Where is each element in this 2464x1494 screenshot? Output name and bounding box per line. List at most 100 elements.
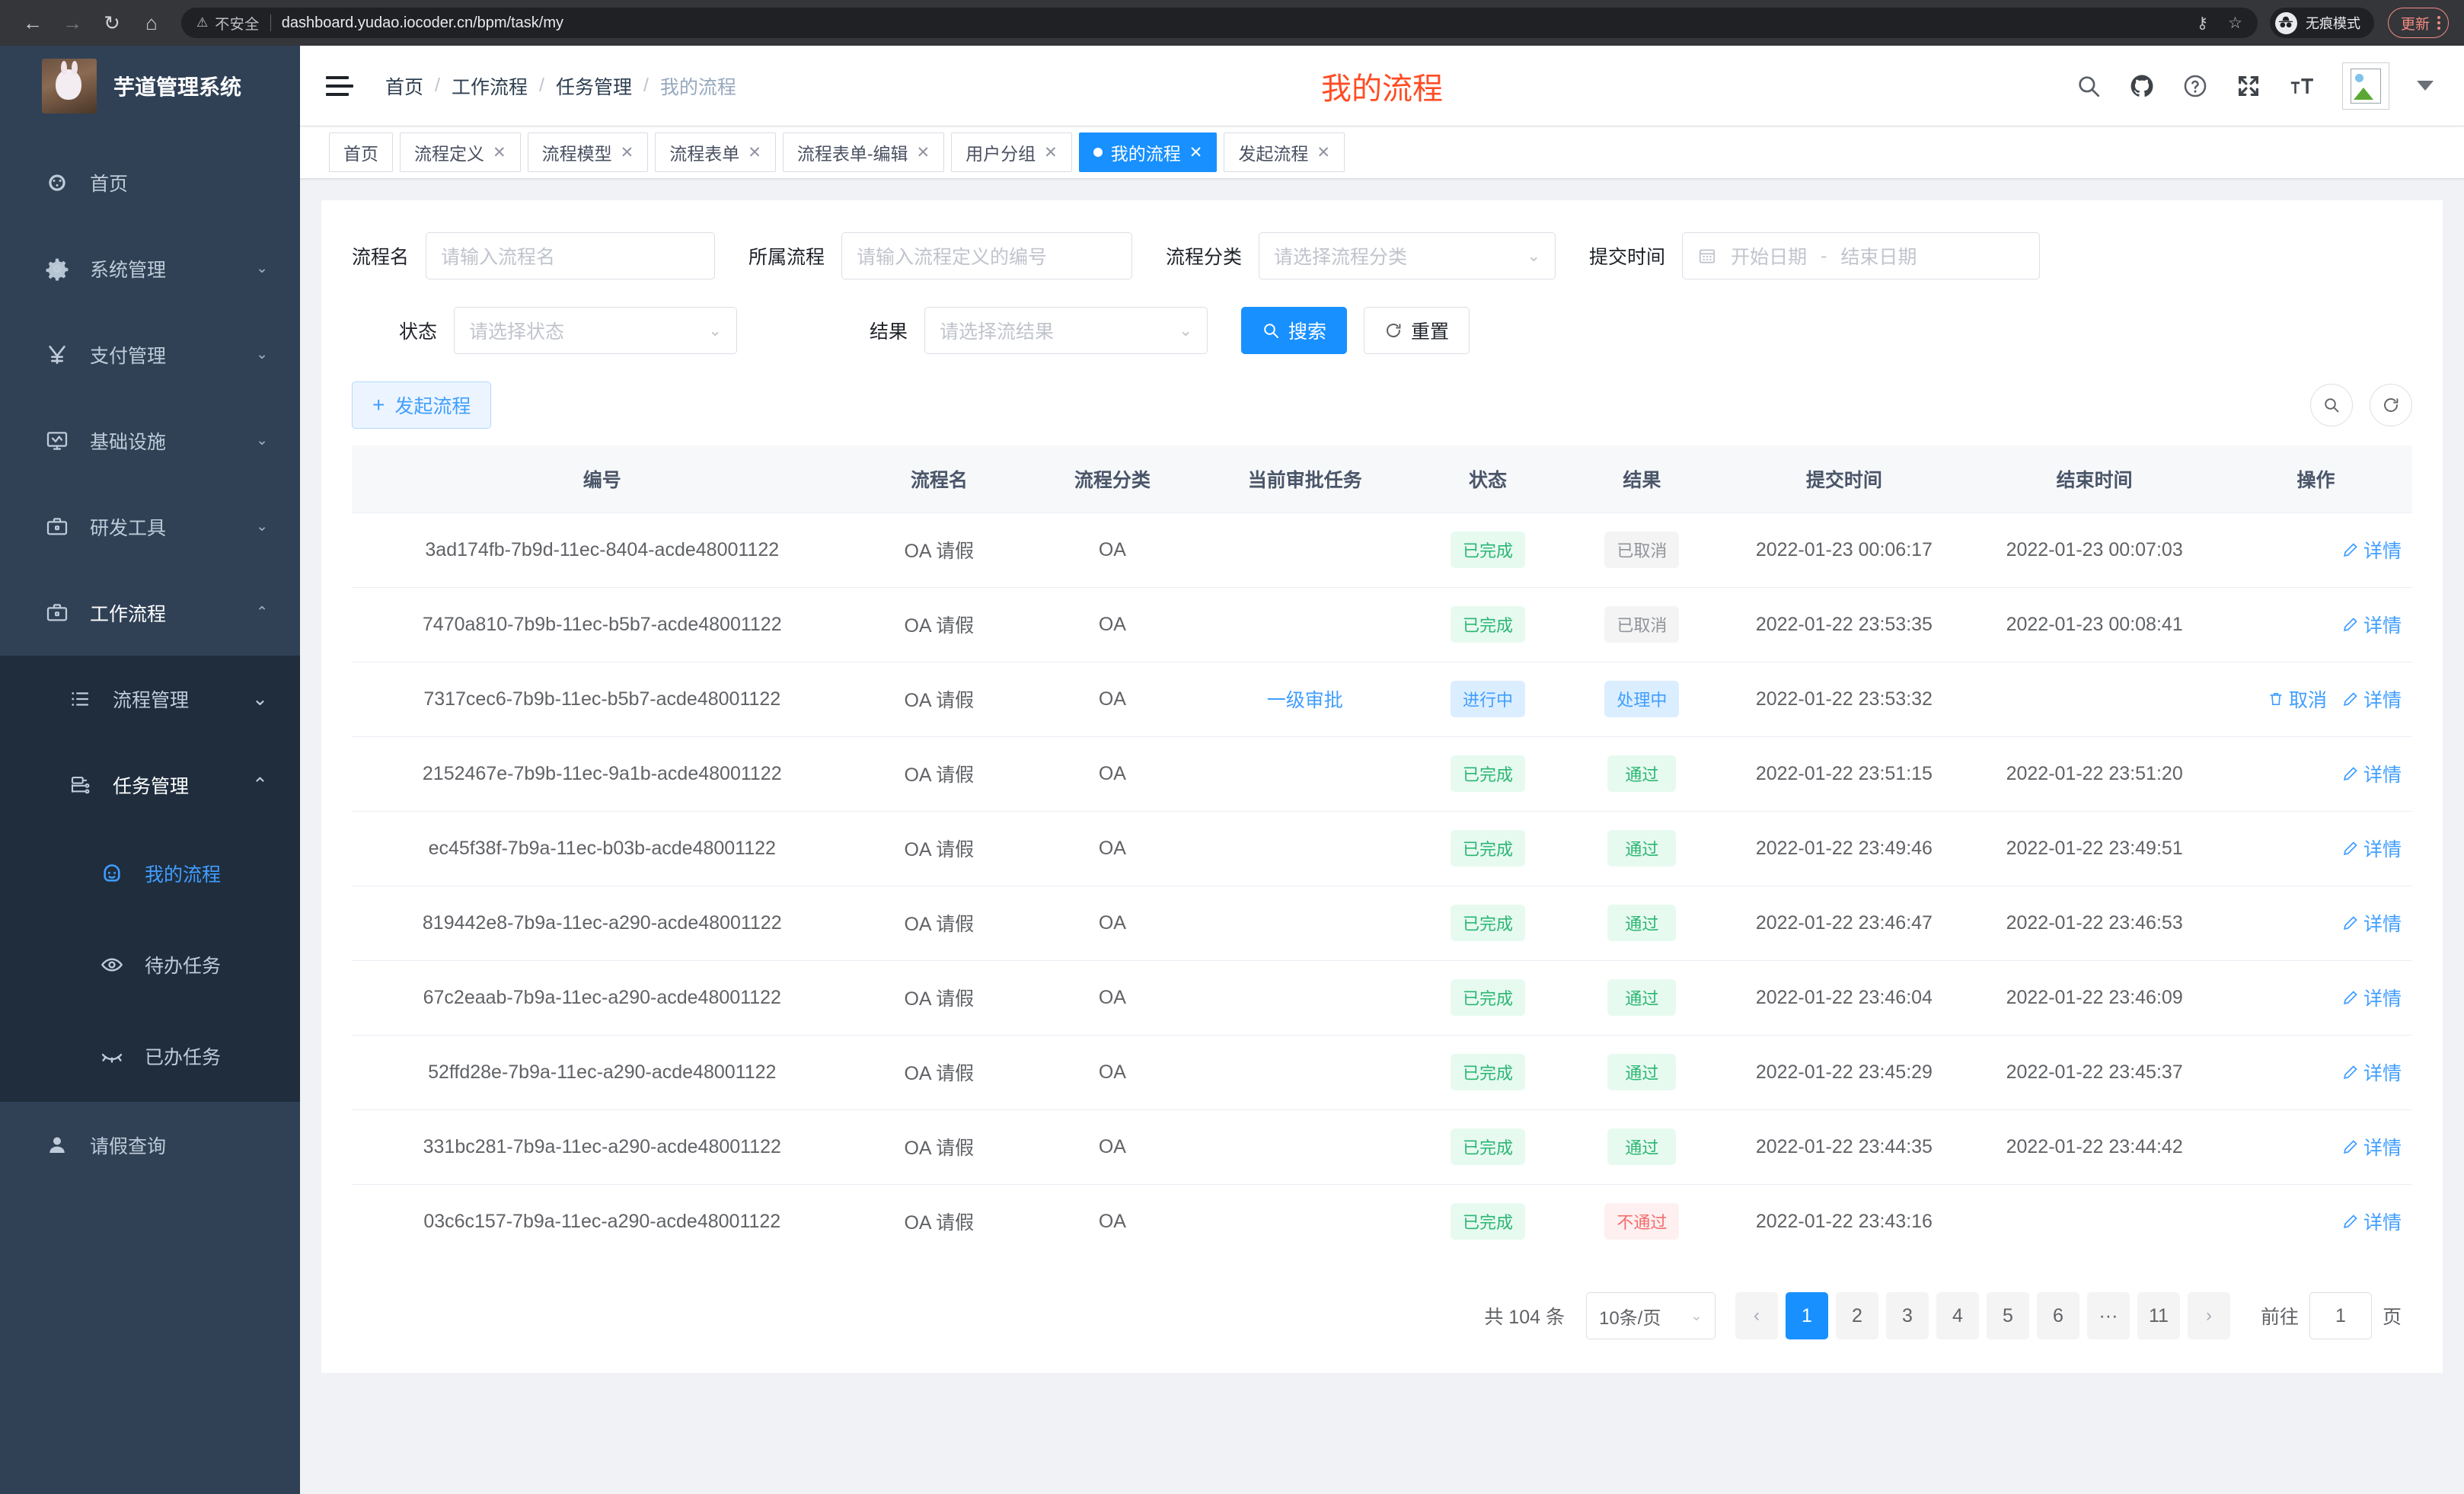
tab-user-group[interactable]: 用户分组 ✕ [951, 132, 1072, 172]
tab-process-definition[interactable]: 流程定义 ✕ [400, 132, 521, 172]
row-op-detail[interactable]: 详情 [2342, 835, 2402, 862]
toolbar-search-button[interactable] [2310, 384, 2353, 426]
tab-process-form-edit[interactable]: 流程表单-编辑 ✕ [782, 132, 945, 172]
chevron-down-icon[interactable]: ⌄ [252, 688, 268, 710]
close-icon[interactable]: ✕ [916, 143, 930, 161]
chevron-down-icon[interactable]: ⌄ [256, 346, 268, 362]
address-bar[interactable]: ⚠ 不安全 dashboard.yudao.iocoder.cn/bpm/tas… [181, 8, 2258, 38]
breadcrumb-item-workflow[interactable]: 工作流程 [451, 76, 528, 98]
row-op-detail[interactable]: 详情 [2342, 685, 2402, 713]
cell-status: 已完成 [1410, 886, 1566, 961]
toolbar-refresh-button[interactable] [2370, 384, 2412, 426]
tab-home[interactable]: 首页 [329, 132, 393, 172]
row-op-detail[interactable]: 详情 [2342, 1208, 2402, 1235]
search-button[interactable]: 搜索 [1241, 307, 1348, 354]
incognito-indicator[interactable]: 无痕模式 [2269, 8, 2374, 38]
sidebar-item-task-management[interactable]: 任务管理 ⌃ [0, 742, 300, 828]
cell-submit-time: 2022-01-22 23:44:35 [1719, 1109, 1970, 1185]
back-icon[interactable]: ← [23, 11, 43, 34]
refresh-icon [1387, 324, 1401, 337]
goto-input[interactable]: 1 [2309, 1292, 2372, 1339]
kebab-menu-icon[interactable] [2437, 16, 2440, 30]
cell-id: 331bc281-7b9a-11ec-a290-acde48001122 [352, 1109, 853, 1185]
process-name-input[interactable]: 请输入流程名 [426, 232, 716, 279]
status-select[interactable]: 请选择状态 ⌄ [454, 307, 737, 354]
process-category-select[interactable]: 请选择流程分类 ⌄ [1259, 232, 1556, 279]
chevron-down-icon[interactable]: ⌄ [256, 260, 268, 276]
key-icon[interactable]: ⚷ [2196, 14, 2209, 32]
search-icon[interactable] [2076, 73, 2102, 99]
sidebar-item-devtools[interactable]: 研发工具 ⌄ [0, 484, 300, 570]
sidebar-item-process-management[interactable]: 流程管理 ⌄ [0, 656, 300, 742]
tab-process-model[interactable]: 流程模型 ✕ [527, 132, 649, 172]
close-icon[interactable]: ✕ [1189, 143, 1203, 161]
close-icon[interactable]: ✕ [1044, 143, 1058, 161]
row-op-detail[interactable]: 详情 [2342, 536, 2402, 563]
reset-button[interactable]: 重置 [1364, 307, 1470, 354]
top-navbar: 首页 / 工作流程 / 任务管理 / 我的流程 我的流程 [300, 46, 2464, 126]
github-icon[interactable] [2129, 73, 2155, 99]
star-icon[interactable]: ☆ [2228, 14, 2242, 32]
pagination-page-11[interactable]: 11 [2137, 1292, 2180, 1339]
sidebar-item-infrastructure[interactable]: 基础设施 ⌄ [0, 397, 300, 484]
cell-result: 通过 [1565, 811, 1719, 886]
row-op-detail[interactable]: 详情 [2342, 984, 2402, 1011]
avatar[interactable] [2342, 62, 2389, 110]
current-task-link[interactable]: 一级审批 [1266, 690, 1343, 711]
row-op-detail[interactable]: 详情 [2342, 611, 2402, 638]
fullscreen-icon[interactable] [2236, 73, 2261, 99]
row-op-cancel[interactable]: 取消 [2268, 685, 2327, 713]
sidebar-item-my-process[interactable]: 我的流程 [0, 828, 300, 919]
sidebar-item-leave-query[interactable]: 请假查询 [0, 1102, 300, 1188]
pagination-ellipsis[interactable]: ··· [2086, 1292, 2130, 1339]
belong-process-input[interactable]: 请输入流程定义的编号 [841, 232, 1133, 279]
close-icon[interactable]: ✕ [493, 143, 506, 161]
pagination-next-button[interactable]: › [2187, 1292, 2230, 1339]
reload-icon[interactable]: ↻ [104, 11, 120, 34]
pagination-page-3[interactable]: 3 [1885, 1292, 1929, 1339]
tab-my-process[interactable]: 我的流程 ✕ [1078, 132, 1218, 172]
caret-down-icon[interactable] [2417, 81, 2434, 91]
add-process-button[interactable]: + 发起流程 [352, 381, 492, 429]
row-op-detail[interactable]: 详情 [2342, 909, 2402, 937]
cell-status: 已完成 [1410, 1035, 1566, 1110]
select-placeholder: 请选择流结果 [940, 321, 1055, 343]
submit-time-daterange[interactable]: 开始日期 - 结束日期 [1682, 232, 2041, 279]
sidebar-item-todo-tasks[interactable]: 待办任务 [0, 919, 300, 1010]
breadcrumb-item-home[interactable]: 首页 [385, 76, 424, 98]
chevron-down-icon[interactable]: ⌄ [256, 433, 268, 449]
row-op-detail[interactable]: 详情 [2342, 760, 2402, 787]
close-icon[interactable]: ✕ [1317, 143, 1330, 161]
sidebar-item-payment[interactable]: 支付管理 ⌄ [0, 311, 300, 397]
font-size-icon[interactable] [2289, 73, 2315, 99]
chevron-down-icon[interactable]: ⌄ [256, 519, 268, 535]
pagination-page-1[interactable]: 1 [1785, 1292, 1828, 1339]
row-op-detail[interactable]: 详情 [2342, 1058, 2402, 1086]
sidebar-item-system[interactable]: 系统管理 ⌄ [0, 225, 300, 311]
pagination-page-4[interactable]: 4 [1936, 1292, 1979, 1339]
row-op-detail[interactable]: 详情 [2342, 1133, 2402, 1160]
hamburger-icon[interactable] [326, 75, 356, 96]
result-select[interactable]: 请选择流结果 ⌄ [924, 307, 1208, 354]
pagination-page-5[interactable]: 5 [1986, 1292, 2029, 1339]
tab-process-form[interactable]: 流程表单 ✕ [655, 132, 776, 172]
goto-unit: 页 [2382, 1307, 2402, 1328]
close-icon[interactable]: ✕ [748, 143, 761, 161]
chevron-up-icon[interactable]: ⌃ [256, 605, 268, 621]
pagination-prev-button[interactable]: ‹ [1735, 1292, 1778, 1339]
breadcrumb-item-task-management[interactable]: 任务管理 [555, 76, 632, 98]
page-size-select[interactable]: 10条/页 ⌄ [1585, 1292, 1716, 1339]
help-icon[interactable] [2182, 73, 2208, 99]
pagination-page-6[interactable]: 6 [2036, 1292, 2079, 1339]
brand[interactable]: 芋道管理系统 [0, 46, 300, 126]
tab-start-process[interactable]: 发起流程 ✕ [1224, 132, 1345, 172]
sidebar-item-workflow[interactable]: 工作流程 ⌃ [0, 570, 300, 656]
pagination-page-2[interactable]: 2 [1835, 1292, 1878, 1339]
update-button[interactable]: 更新 [2387, 8, 2449, 38]
home-icon[interactable]: ⌂ [145, 11, 158, 34]
sidebar-item-done-tasks[interactable]: 已办任务 [0, 1010, 300, 1102]
chevron-up-icon[interactable]: ⌃ [252, 774, 268, 796]
close-icon[interactable]: ✕ [620, 143, 634, 161]
sidebar-item-home[interactable]: 首页 [0, 139, 300, 225]
forward-icon[interactable]: → [62, 11, 82, 34]
